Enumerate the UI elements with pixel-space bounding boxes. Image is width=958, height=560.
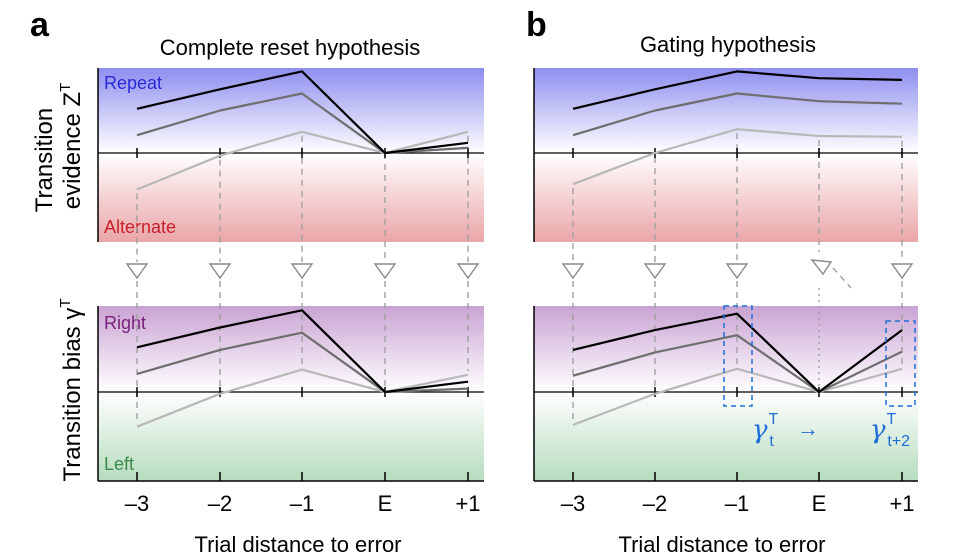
series-line-a-evidence-1	[136, 92, 469, 155]
series-line-a-bias-0	[136, 309, 469, 394]
triangle-marker-a-2	[290, 263, 314, 280]
annotation-sub-t2: t+2	[887, 433, 910, 450]
plots	[98, 70, 918, 481]
label-repeat: Repeat	[104, 73, 162, 93]
xlabel-b: Trial distance to error	[618, 532, 825, 557]
panel-a-letter: a	[30, 6, 50, 44]
xtick-label-b-1: –2	[643, 491, 667, 516]
triangle-marker-b-4	[890, 263, 914, 280]
series-line-b-evidence-2	[572, 128, 903, 186]
triangle-marker-a-4	[456, 263, 480, 280]
connectors	[125, 133, 914, 423]
svg-text:γTt+2: γT t+2	[870, 411, 910, 450]
series-line-b-bias-0	[572, 312, 903, 394]
series-line-b-bias-1	[572, 334, 903, 394]
svg-text:evidence ZT: evidence ZT	[57, 83, 86, 210]
triangle-marker-deflected	[810, 259, 833, 276]
label-right: Right	[104, 313, 146, 333]
xlabel-a: Trial distance to error	[194, 532, 401, 557]
xtick-label-a-3: E	[378, 491, 393, 516]
series-line-a-evidence-2	[136, 130, 469, 191]
annotation-sup-t2: T	[887, 411, 897, 428]
xtick-label-a-0: –3	[125, 491, 149, 516]
series-line-b-bias-2	[572, 367, 903, 426]
series-line-b-evidence-1	[572, 92, 903, 137]
xtick-label-b-2: –1	[725, 491, 749, 516]
xtick-label-a-1: –2	[208, 491, 232, 516]
annotation-gamma-t2: γ	[870, 415, 886, 445]
band-a-right	[98, 306, 484, 392]
svg-text:Transition bias γT: Transition bias γT	[57, 298, 86, 481]
annotation-sub-t: t	[769, 433, 774, 450]
xtick-label-b-4: +1	[889, 491, 914, 516]
connector-deflected-b-3	[832, 267, 852, 289]
annotation-arrow: →	[797, 416, 819, 441]
band-b-repeat	[534, 68, 918, 153]
band-a-alternate	[98, 153, 484, 242]
ylabel-evidence-line2: evidence Z	[59, 92, 86, 209]
xtick-label-b-3: E	[812, 491, 827, 516]
ylabel-bias: Transition bias γT	[57, 298, 86, 481]
ylabel-bias-text: Transition bias γ	[59, 308, 86, 482]
panel-b-title: Gating hypothesis	[640, 32, 816, 57]
series-line-a-bias-2	[136, 368, 469, 428]
series-line-a-evidence-0	[136, 70, 469, 155]
panel-b-letter: b	[526, 6, 547, 44]
band-b-alternate	[534, 153, 918, 242]
ylabel-evidence: Transition	[31, 108, 58, 212]
xtick-label-b-0: –3	[561, 491, 585, 516]
triangle-marker-b-0	[561, 263, 585, 280]
label-left: Left	[104, 454, 134, 474]
label-alternate: Alternate	[104, 217, 176, 237]
triangle-marker-a-0	[125, 263, 149, 280]
background-bands	[98, 68, 918, 481]
tick-labels: –3 –2 –1 E +1 –3 –2 –1 E +1	[125, 491, 915, 516]
series-line-b-evidence-0	[572, 70, 903, 110]
annotations	[723, 305, 916, 407]
triangle-marker-a-1	[208, 263, 232, 280]
panel-a-title: Complete reset hypothesis	[160, 35, 420, 60]
annotation-box-t	[723, 305, 753, 407]
ylabel-evidence-line1: Transition	[31, 108, 58, 212]
xtick-label-a-4: +1	[455, 491, 480, 516]
band-b-right	[534, 306, 918, 392]
ylabel-evidence-sup: T	[57, 83, 74, 92]
ylabel-evidence-2: evidence ZT	[57, 83, 86, 210]
annotation-box-t2	[885, 320, 916, 407]
triangle-marker-b-2	[725, 263, 749, 280]
triangle-marker-a-3	[373, 263, 397, 280]
annotation-sup-t: T	[769, 411, 779, 428]
band-a-repeat	[98, 68, 484, 153]
triangle-marker-b-1	[643, 263, 667, 280]
annotation-gamma-t: γ	[752, 415, 768, 445]
series-line-a-bias-1	[136, 331, 469, 394]
band-b-left	[534, 392, 918, 481]
ylabel-bias-sup: T	[57, 298, 74, 307]
xtick-label-a-2: –1	[290, 491, 314, 516]
axes	[97, 68, 918, 482]
svg-text:γTt: γT t	[752, 411, 779, 450]
band-a-left	[98, 392, 484, 481]
